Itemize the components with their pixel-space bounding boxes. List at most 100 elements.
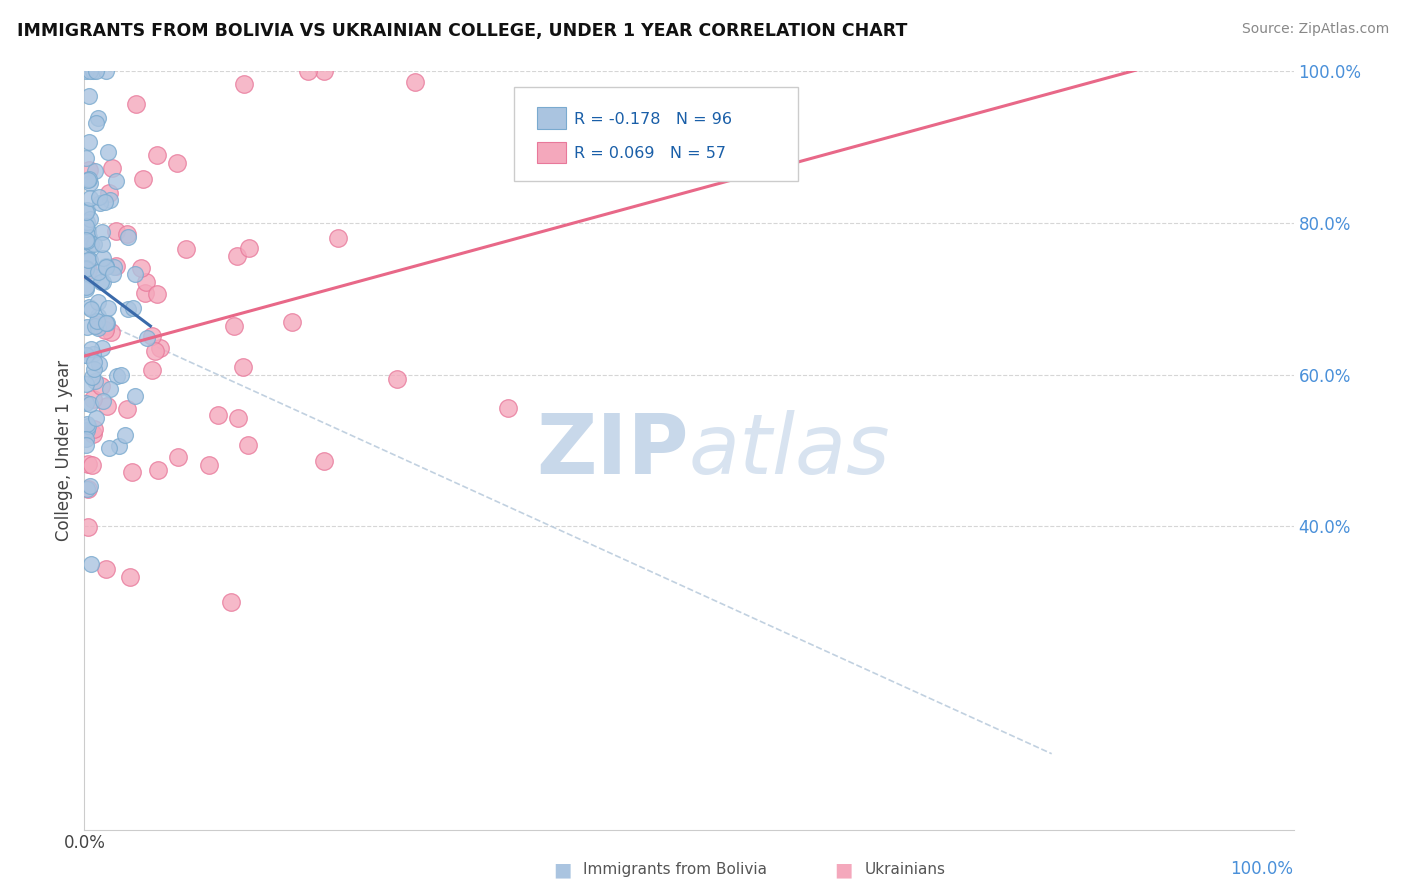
Point [97,301,120,315]
Point [77,482,100,496]
Point [117,401,139,416]
Point [94,260,117,275]
Point [312,454,335,468]
Point [75,261,97,276]
FancyBboxPatch shape [537,107,565,129]
Point [108,440,131,454]
Point [387,372,409,386]
Point [77,135,100,149]
Point [222,318,245,333]
Point [86,64,108,78]
Point [281,315,304,329]
Point [105,368,128,383]
Y-axis label: College, Under 1 year: College, Under 1 year [55,359,73,541]
Point [76,253,98,268]
Point [75,204,97,219]
Text: ZIP: ZIP [537,410,689,491]
Point [76,202,98,217]
FancyBboxPatch shape [537,142,565,163]
Point [94,195,117,210]
Point [110,368,132,383]
Point [75,219,97,233]
Point [75,261,97,276]
Point [79,230,101,244]
Point [94,323,117,337]
Point [167,450,190,464]
Point [117,227,139,241]
Point [98,383,121,397]
Point [76,319,98,334]
Point [96,399,118,413]
Point [103,267,125,281]
Text: R = -0.178   N = 96: R = -0.178 N = 96 [574,112,733,127]
Point [104,259,127,273]
Point [83,318,105,333]
Point [80,369,103,384]
Point [80,557,103,572]
Point [75,233,97,247]
Point [77,519,100,533]
Point [86,310,108,324]
Text: IMMIGRANTS FROM BOLIVIA VS UKRAINIAN COLLEGE, UNDER 1 YEAR CORRELATION CHART: IMMIGRANTS FROM BOLIVIA VS UKRAINIAN COL… [17,22,907,40]
Point [75,280,97,294]
Point [219,595,242,609]
Point [86,111,108,125]
Point [75,348,97,362]
Text: 100.0%: 100.0% [1230,860,1294,878]
Point [105,224,128,238]
Point [75,438,97,452]
Point [76,482,98,496]
Point [236,438,259,452]
Point [79,397,101,411]
Point [79,64,101,78]
Point [496,401,519,415]
Point [124,267,146,281]
Point [77,163,100,178]
Point [146,463,169,477]
Point [80,236,103,251]
Point [141,329,163,343]
Point [122,301,145,316]
Point [100,325,122,339]
Point [86,314,108,328]
Point [93,275,115,289]
Point [94,316,117,330]
Point [135,275,157,289]
Point [97,145,120,160]
Point [225,249,247,263]
Point [76,419,98,434]
Point [105,174,128,188]
Point [233,78,256,92]
Point [101,161,124,175]
Point [87,294,110,309]
Point [129,261,152,276]
Point [91,341,114,355]
Point [75,64,97,78]
Point [91,252,114,266]
Point [118,569,141,583]
Point [149,341,172,355]
Point [76,215,98,229]
Point [87,190,110,204]
Point [79,176,101,190]
Point [75,396,97,410]
Point [238,242,260,256]
Point [79,211,101,226]
Point [134,285,156,300]
Point [143,343,166,358]
Point [77,172,100,186]
Text: Ukrainians: Ukrainians [865,863,946,877]
Point [232,360,254,375]
Point [103,260,125,275]
Point [80,301,103,316]
Point [75,348,97,362]
Point [89,195,111,210]
Point [84,116,107,130]
Point [297,64,319,78]
Point [82,268,104,283]
Point [94,260,117,274]
Point [77,457,100,471]
Point [79,479,101,493]
Point [79,300,101,314]
Point [94,562,117,576]
